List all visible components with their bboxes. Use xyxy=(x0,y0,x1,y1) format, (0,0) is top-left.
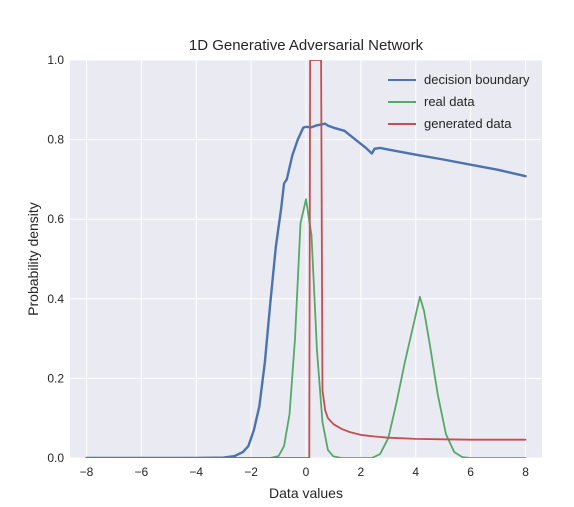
series-line-generated-data xyxy=(85,60,527,458)
series-line-real-data xyxy=(85,198,527,458)
x-axis-ticks: −8 −6 −4 −2 0 2 4 6 8 xyxy=(80,465,530,479)
y-tick-label: 0.2 xyxy=(47,371,64,385)
x-tick-label: −4 xyxy=(189,465,203,479)
x-tick-label: −8 xyxy=(80,465,94,479)
y-tick-label: 0.0 xyxy=(47,451,64,465)
series-lines xyxy=(85,60,527,458)
x-tick-label: −6 xyxy=(135,465,149,479)
series-line-decision-boundary xyxy=(85,122,527,458)
chart-title: 1D Generative Adversarial Network xyxy=(189,37,424,54)
legend-label: real data xyxy=(424,94,475,109)
legend-label: decision boundary xyxy=(424,72,530,87)
x-tick-label: 8 xyxy=(522,465,529,479)
y-tick-label: 1.0 xyxy=(47,53,64,67)
x-axis-label: Data values xyxy=(269,485,343,501)
y-tick-label: 0.6 xyxy=(47,212,64,226)
x-tick-label: 2 xyxy=(358,465,365,479)
y-axis-ticks: 0.0 0.2 0.4 0.6 0.8 1.0 xyxy=(47,53,64,465)
legend: decision boundary real data generated data xyxy=(388,72,530,131)
y-tick-label: 0.8 xyxy=(47,133,64,147)
legend-label: generated data xyxy=(424,116,512,131)
y-axis-label: Probability density xyxy=(25,202,41,316)
y-tick-label: 0.4 xyxy=(47,292,64,306)
x-tick-label: 0 xyxy=(303,465,310,479)
x-tick-label: −2 xyxy=(244,465,258,479)
x-tick-label: 6 xyxy=(467,465,474,479)
x-tick-label: 4 xyxy=(412,465,419,479)
